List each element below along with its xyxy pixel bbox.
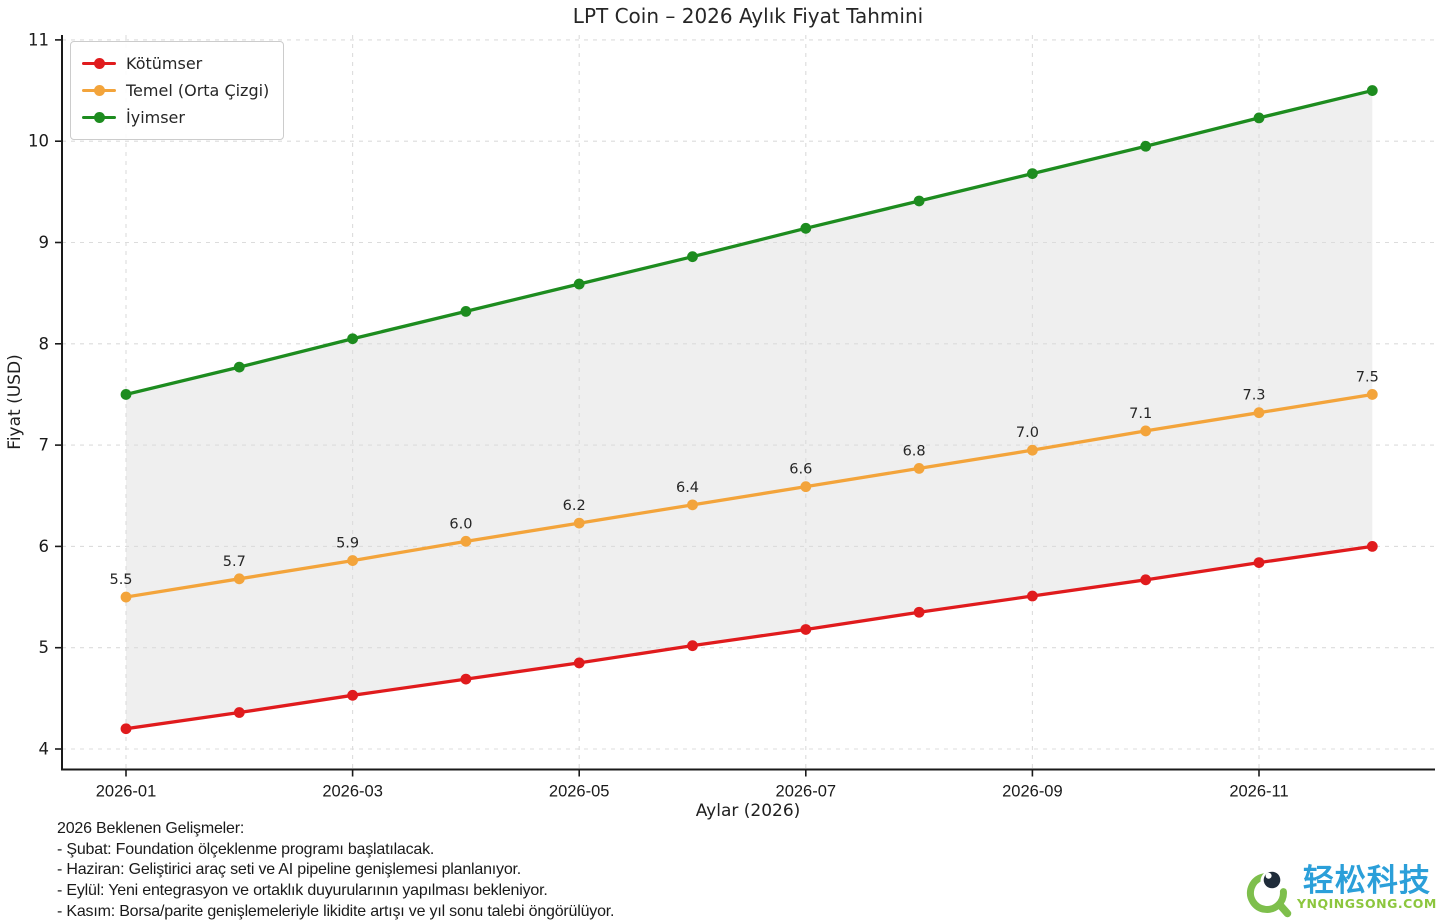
watermark-brand-text: 轻松科技 — [1302, 863, 1431, 899]
legend-label: İyimser — [126, 108, 185, 127]
annotation-line: - Şubat: Foundation ölçeklenme programı … — [57, 840, 435, 858]
svg-text:6.4: 6.4 — [676, 480, 699, 496]
chart-title: LPT Coin – 2026 Aylık Fiyat Tahmini — [572, 4, 924, 28]
svg-text:2026-07: 2026-07 — [776, 783, 837, 801]
svg-text:2026-09: 2026-09 — [1002, 783, 1063, 801]
svg-text:5: 5 — [39, 638, 50, 657]
annotations-heading: 2026 Beklenen Gelişmeler: — [57, 820, 245, 837]
annotation-line: - Eylül: Yeni entegrasyon ve ortaklık du… — [57, 882, 548, 900]
svg-text:2026-11: 2026-11 — [1229, 783, 1288, 801]
watermark-domain-text: YNQINGSONG.COM — [1297, 896, 1437, 911]
svg-text:2026-05: 2026-05 — [549, 783, 610, 801]
svg-text:7.5: 7.5 — [1356, 369, 1379, 385]
svg-text:6: 6 — [39, 537, 50, 556]
svg-text:6.0: 6.0 — [449, 516, 472, 532]
svg-text:4: 4 — [39, 740, 50, 759]
legend-item-optimistic: İyimser — [82, 104, 269, 131]
svg-text:6.2: 6.2 — [563, 498, 586, 514]
svg-text:7: 7 — [39, 436, 50, 455]
legend-item-base: Temel (Orta Çizgi) — [82, 77, 269, 104]
legend-line-marker — [82, 85, 116, 97]
svg-text:7.3: 7.3 — [1242, 388, 1265, 404]
svg-text:7.0: 7.0 — [1016, 425, 1039, 441]
annotation-line: - Kasım: Borsa/parite genişlemeleriyle l… — [57, 902, 615, 920]
svg-text:10: 10 — [28, 132, 49, 151]
legend-label: Kötümser — [126, 54, 203, 73]
legend-line-marker — [82, 58, 116, 70]
svg-text:11: 11 — [28, 30, 49, 49]
legend-label: Temel (Orta Çizgi) — [126, 81, 270, 100]
watermark-logo: 轻松科技 YNQINGSONG.COM — [1244, 864, 1437, 920]
svg-text:5.7: 5.7 — [223, 554, 246, 570]
svg-text:2026-01: 2026-01 — [96, 783, 157, 801]
legend: Kötümser Temel (Orta Çizgi) İyimser — [70, 41, 285, 140]
svg-text:9: 9 — [39, 233, 50, 252]
annotations-block: 2026 Beklenen Gelişmeler: - Şubat: Found… — [57, 819, 614, 920]
svg-text:2026-03: 2026-03 — [322, 783, 383, 801]
svg-text:5.5: 5.5 — [109, 572, 132, 588]
x-axis-title: Aylar (2026) — [695, 801, 801, 821]
magnifier-eye-icon — [1246, 870, 1292, 918]
svg-text:6.6: 6.6 — [789, 462, 812, 478]
legend-item-pessimistic: Kötümser — [82, 50, 269, 77]
svg-text:7.1: 7.1 — [1129, 406, 1152, 422]
annotation-line: - Haziran: Geliştirici araç seti ve AI p… — [57, 861, 522, 879]
svg-text:6.8: 6.8 — [903, 443, 926, 459]
legend-line-marker — [82, 112, 116, 124]
y-axis-title: Fiyat (USD) — [5, 354, 25, 450]
svg-text:8: 8 — [39, 334, 50, 353]
svg-text:5.9: 5.9 — [336, 536, 359, 552]
